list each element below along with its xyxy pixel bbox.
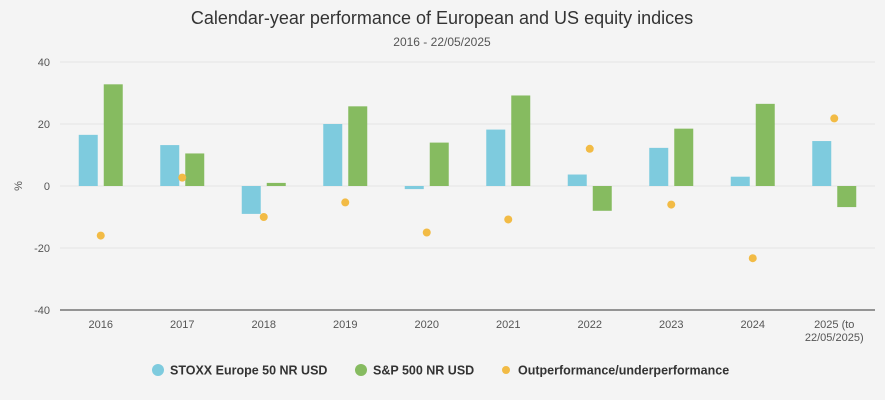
x-tick-label: 2018: [252, 319, 276, 331]
x-tick-line: 2018: [252, 319, 276, 331]
x-tick-line: 2024: [741, 319, 765, 331]
point: [178, 173, 187, 182]
y-tick-label: 40: [38, 57, 50, 69]
x-tick-label: 2017: [170, 319, 194, 331]
bar: [755, 103, 775, 186]
bar: [429, 142, 449, 186]
y-tick-label: -20: [34, 243, 50, 255]
bar: [404, 186, 424, 190]
x-tick-label: 2016: [89, 319, 113, 331]
x-tick-label: 2019: [333, 319, 357, 331]
x-tick-line: 2016: [89, 319, 113, 331]
point: [830, 114, 839, 123]
x-tick-label: 2025 (to 22/05/2025): [805, 319, 864, 344]
legend-marker: [355, 364, 367, 376]
point: [259, 213, 268, 221]
bar: [185, 153, 205, 186]
y-axis-ticks: 40 20 0 -20 -40: [34, 57, 50, 317]
legend: STOXX Europe 50 NR USD S&P 500 NR USD Outp…: [152, 364, 729, 378]
points: [96, 114, 839, 263]
bar: [592, 186, 612, 211]
y-axis-label: %: [13, 181, 25, 191]
x-tick-label: 2022: [578, 319, 602, 331]
bar: [323, 124, 343, 186]
point: [422, 228, 431, 237]
x-tick-line: 2025 (to: [814, 319, 854, 331]
bar: [160, 145, 180, 186]
bars: [78, 84, 857, 214]
bar: [812, 141, 832, 186]
x-tick-line: 2020: [415, 319, 439, 331]
chart-title: Calendar-year performance of European an…: [191, 8, 693, 28]
y-tick-label: 0: [44, 181, 50, 193]
point: [667, 200, 676, 209]
legend-label: Outperformance/underperformance: [518, 364, 729, 378]
x-axis-ticks: 2016 2017 2018 2019 2020 2021 2022 2023 2024 2025…: [89, 319, 864, 344]
bar: [103, 84, 123, 186]
bar: [486, 129, 506, 186]
x-tick-line: 22/05/2025): [805, 332, 864, 344]
x-tick-line: 2019: [333, 319, 357, 331]
point: [504, 215, 513, 224]
x-tick-line: 2023: [659, 319, 683, 331]
chart-subtitle: 2016 - 22/05/2025: [393, 35, 491, 49]
x-tick-label: 2023: [659, 319, 683, 331]
x-tick-line: 2017: [170, 319, 194, 331]
x-tick-line: 2022: [578, 319, 602, 331]
point: [748, 254, 757, 263]
bar: [241, 186, 261, 214]
bar: [837, 186, 857, 208]
y-tick-label: 20: [38, 119, 50, 131]
legend-label: STOXX Europe 50 NR USD: [170, 364, 327, 378]
bar: [78, 134, 98, 186]
point: [96, 231, 105, 240]
point: [585, 144, 594, 153]
legend-label: S&P 500 NR USD: [373, 364, 474, 378]
bar: [730, 176, 750, 186]
bar: [348, 106, 368, 186]
x-tick-label: 2021: [496, 319, 520, 331]
x-tick-label: 2020: [415, 319, 439, 331]
bar: [674, 128, 694, 186]
legend-marker: [502, 366, 510, 374]
point: [341, 198, 350, 207]
bar: [567, 174, 587, 186]
gridlines: [60, 61, 875, 311]
y-tick-label: -40: [34, 305, 50, 317]
bar: [511, 95, 531, 186]
bar: [649, 147, 669, 186]
bar: [266, 182, 286, 186]
legend-marker: [152, 364, 164, 376]
x-tick-line: 2021: [496, 319, 520, 331]
x-tick-label: 2024: [741, 319, 765, 331]
